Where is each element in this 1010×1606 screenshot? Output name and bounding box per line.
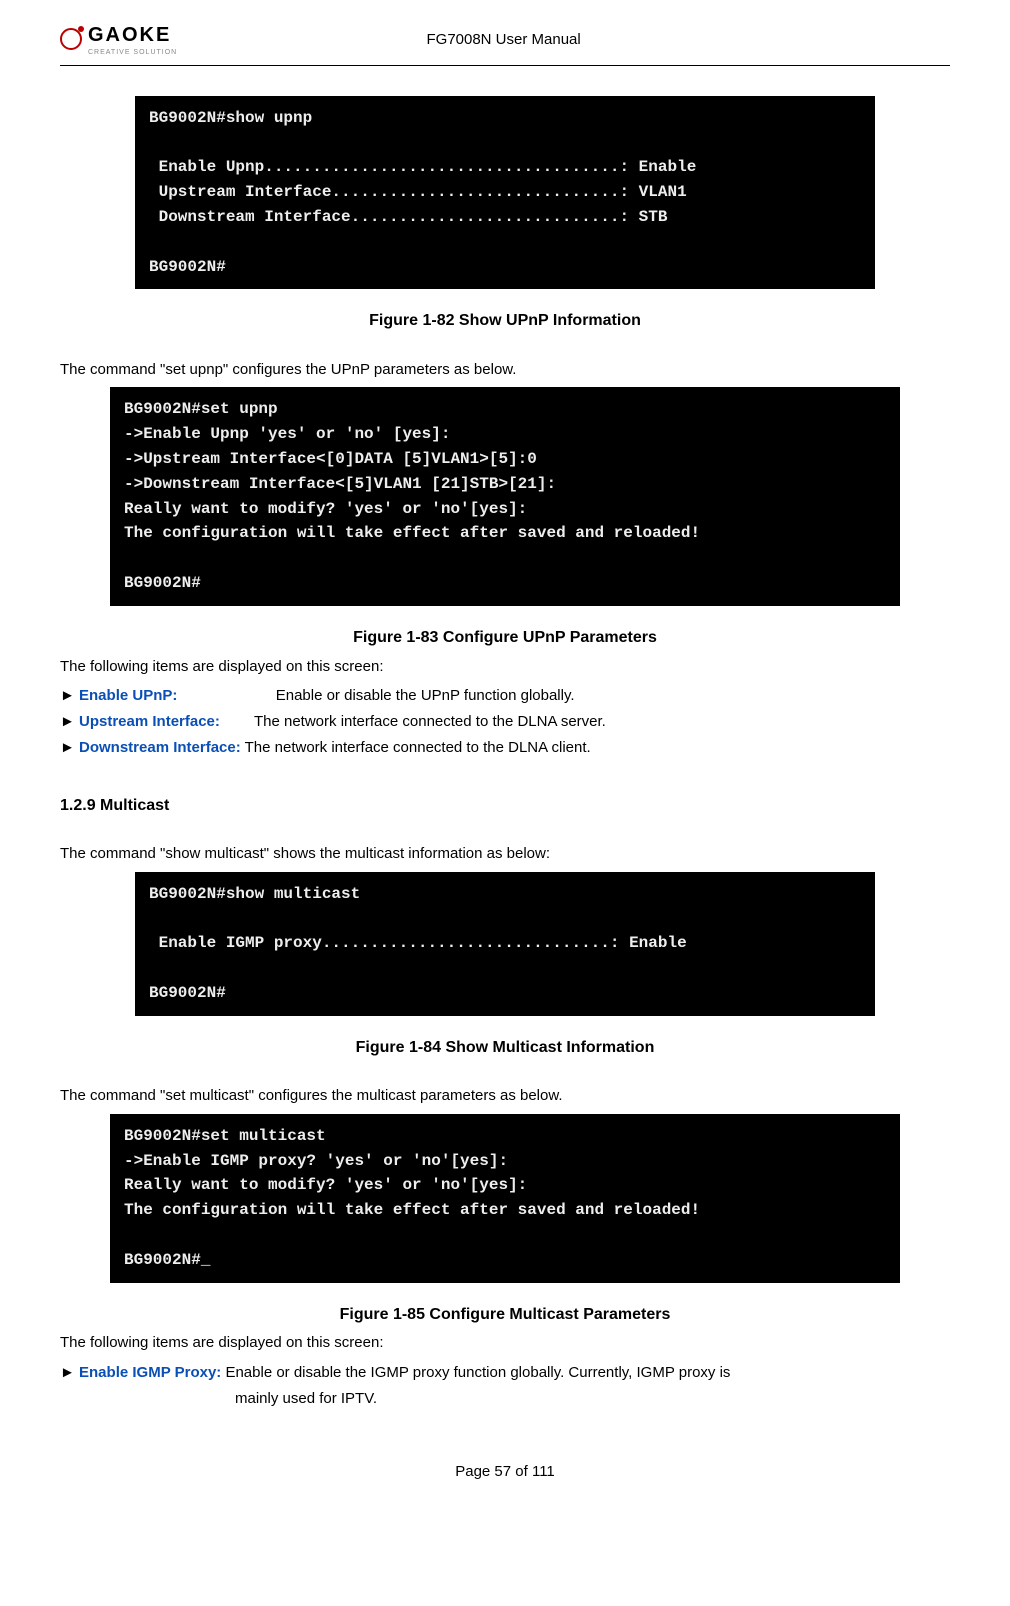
page-header: GAOKE CREATIVE SOLUTION FG7008N User Man… [60, 20, 950, 66]
param-desc: The network interface connected to the D… [254, 713, 606, 730]
param-downstream-interface: ► Downstream Interface: The network inte… [60, 736, 950, 759]
arrow-icon: ► [60, 1364, 79, 1381]
arrow-icon: ► [60, 713, 79, 730]
param-label: Upstream Interface: [79, 713, 220, 730]
param-enable-igmp-proxy-cont: mainly used for IPTV. [60, 1387, 950, 1410]
param-enable-igmp-proxy: ► Enable IGMP Proxy: Enable or disable t… [60, 1361, 950, 1384]
figure-caption-1-84: Figure 1-84 Show Multicast Information [60, 1036, 950, 1061]
paragraph-set-multicast: The command "set multicast" configures t… [60, 1084, 950, 1107]
paragraph-show-multicast: The command "show multicast" shows the m… [60, 842, 950, 865]
paragraph-items-multicast: The following items are displayed on thi… [60, 1331, 950, 1354]
figure-caption-1-82: Figure 1-82 Show UPnP Information [60, 309, 950, 334]
terminal-set-upnp: BG9002N#set upnp ->Enable Upnp 'yes' or … [110, 387, 900, 605]
arrow-icon: ► [60, 687, 79, 704]
param-label: Enable UPnP: [79, 687, 177, 704]
terminal-show-multicast: BG9002N#show multicast Enable IGMP proxy… [135, 872, 875, 1016]
param-label: Downstream Interface: [79, 739, 241, 756]
paragraph-items-upnp: The following items are displayed on thi… [60, 655, 950, 678]
param-upstream-interface: ► Upstream Interface: The network interf… [60, 710, 950, 733]
param-desc: The network interface connected to the D… [245, 739, 591, 756]
arrow-icon: ► [60, 739, 79, 756]
header-title: FG7008N User Manual [57, 28, 950, 51]
terminal-show-upnp: BG9002N#show upnp Enable Upnp...........… [135, 96, 875, 290]
param-desc-line2: mainly used for IPTV. [235, 1390, 377, 1407]
section-heading-multicast: 1.2.9 Multicast [60, 794, 950, 819]
paragraph-set-upnp: The command "set upnp" configures the UP… [60, 358, 950, 381]
param-desc-line1: Enable or disable the IGMP proxy functio… [225, 1364, 730, 1381]
param-label: Enable IGMP Proxy: [79, 1364, 221, 1381]
figure-caption-1-85: Figure 1-85 Configure Multicast Paramete… [60, 1303, 950, 1328]
terminal-set-multicast: BG9002N#set multicast ->Enable IGMP prox… [110, 1114, 900, 1283]
param-enable-upnp: ► Enable UPnP: Enable or disable the UPn… [60, 684, 950, 707]
page-footer: Page 57 of 111 [60, 1460, 950, 1483]
param-desc: Enable or disable the UPnP function glob… [276, 687, 575, 704]
figure-caption-1-83: Figure 1-83 Configure UPnP Parameters [60, 626, 950, 651]
